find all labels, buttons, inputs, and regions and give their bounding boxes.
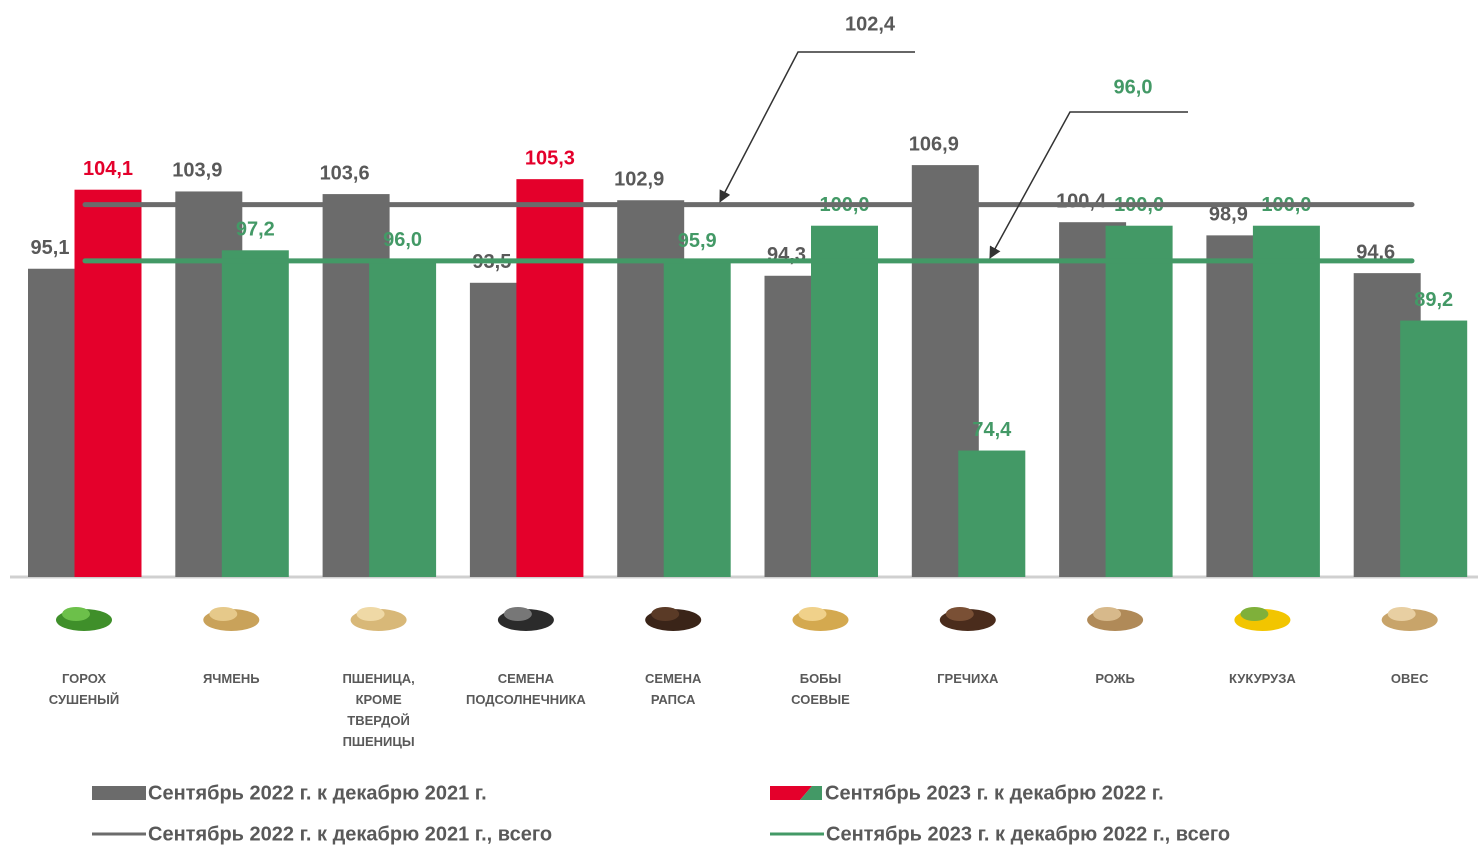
bar [958,450,1026,577]
legend-label: Сентябрь 2022 г. к декабрю 2021 г. [148,782,487,804]
bar [369,260,437,577]
x-tick-label: ГОРОХ СУШЕНЫЙ [48,671,120,707]
value-label: 96,0 [383,229,422,251]
value-label: 103,9 [172,160,222,182]
bar [516,179,584,577]
legend-label: Сентябрь 2023 г. к декабрю 2022 г., всег… [826,823,1230,845]
value-label: 97,2 [236,219,275,241]
value-label: 98,9 [1209,204,1248,226]
x-tick-label: ЯЧМЕНЬ [202,671,260,686]
bar [1252,225,1320,577]
bar [221,250,289,577]
x-tick-label: ГРЕЧИХА [937,671,999,686]
icon [1093,607,1122,621]
bar [1400,320,1468,577]
bar [811,225,878,577]
value-label: 106,9 [909,133,959,155]
legend-label: Сентябрь 2023 г. к декабрю 2022 г. [825,782,1164,804]
value-label: 105,3 [525,147,575,169]
legend-label: Сентябрь 2022 г. к декабрю 2021 г., всег… [148,823,552,845]
value-label: 102,9 [614,169,664,191]
reference-label: 96,0 [1114,76,1153,98]
icon [945,607,974,621]
x-tick-label: ОВЕС [1390,671,1429,686]
callout-arrow [989,111,1188,259]
x-tick-label: СЕМЕНА ПОДСОЛНЕЧНИКА [466,671,586,707]
x-tick-label: БОБЫ СОЕВЫЕ [791,671,850,707]
icon [503,607,532,621]
icon [798,607,827,621]
bar [1105,225,1173,577]
bar [663,261,731,577]
value-label: 100,4 [1056,190,1107,212]
value-label: 95,1 [31,237,70,259]
icon [1240,607,1269,621]
icon [209,607,238,621]
icon [356,607,385,621]
reference-label: 102,4 [845,13,896,35]
legend-swatch [770,786,812,800]
legend-swatch [800,786,822,800]
x-tick-label: КУКУРУЗА [1228,671,1296,686]
callout-arrow [719,51,915,203]
value-label: 74,4 [972,419,1012,441]
icon [1387,607,1416,621]
value-label: 103,6 [320,162,370,184]
value-label: 104,1 [83,158,133,180]
value-label: 89,2 [1414,289,1453,311]
value-label: 94,6 [1356,241,1395,263]
bar [74,189,142,578]
x-tick-label: ПШЕНИЦА, КРОМЕ ТВЕРДОЙ ПШЕНИЦЫ [342,671,415,749]
x-tick-label: РОЖЬ [1095,671,1135,686]
value-label: 95,9 [678,230,717,252]
legend-swatch [92,786,146,800]
x-tick-label: СЕМЕНА РАПСА [645,671,702,707]
icon [62,607,90,621]
icon [651,607,680,621]
